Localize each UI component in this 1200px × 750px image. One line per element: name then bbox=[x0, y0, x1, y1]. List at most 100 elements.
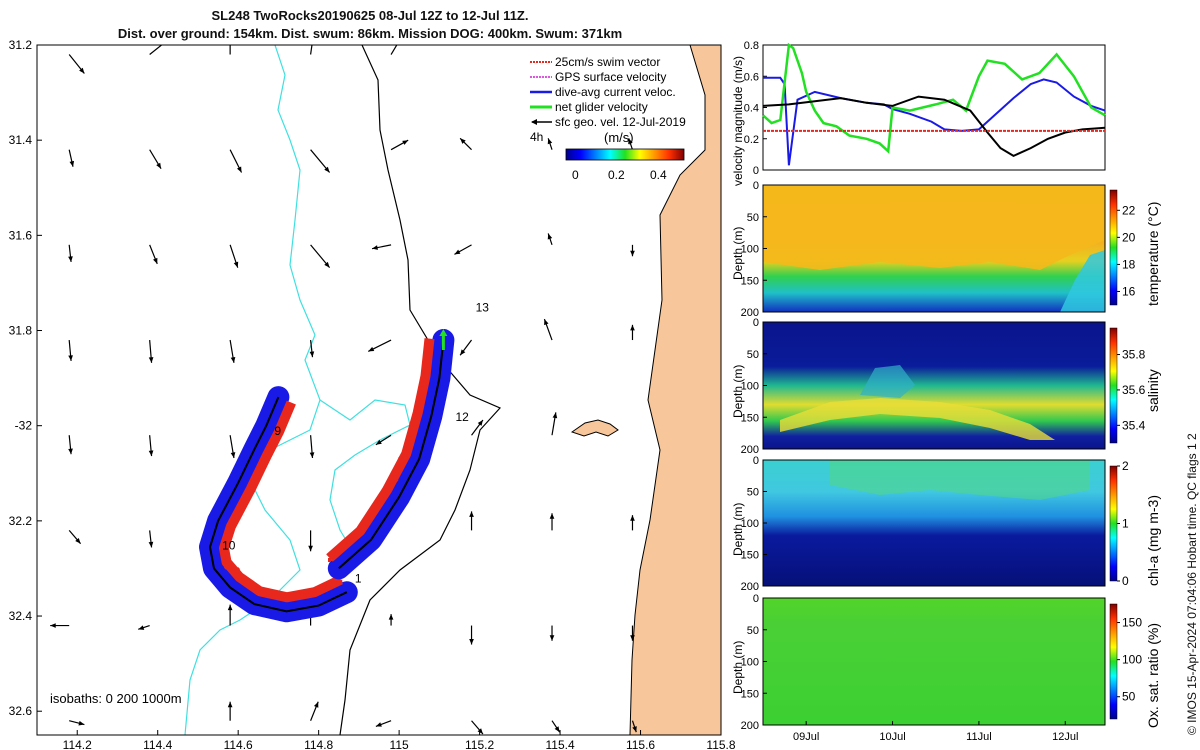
sfc-geo-velocity-arrows bbox=[50, 28, 637, 735]
map-ytick-label: -32 bbox=[15, 419, 33, 433]
date-tick-label: 10Jul bbox=[879, 731, 905, 743]
arrow-head bbox=[547, 233, 553, 240]
arrow-head bbox=[230, 452, 236, 459]
map-xtick-label: 115.8 bbox=[706, 738, 735, 750]
salinity-cyan-plume bbox=[860, 365, 915, 398]
depth-tick-label: 0 bbox=[753, 317, 759, 329]
arrow-head bbox=[460, 349, 466, 356]
chla-ylabel: Depth (m) bbox=[731, 503, 745, 556]
depth-tick-label: 0 bbox=[753, 593, 759, 605]
oxygen-colorbar-label: Ox. sat. ratio (%) bbox=[1145, 623, 1161, 728]
isobaths-label: isobaths: 0 200 1000m bbox=[50, 691, 182, 706]
arrow-head bbox=[630, 515, 635, 521]
glider-track-line bbox=[338, 339, 445, 570]
salinity-colorbar-label: salinity bbox=[1145, 369, 1161, 412]
arrow-head bbox=[372, 245, 378, 250]
colorbar-tick-1: 0.2 bbox=[608, 168, 625, 182]
map-ytick-label: 32.4 bbox=[9, 609, 33, 623]
arrow-head bbox=[148, 450, 154, 457]
arrow-head bbox=[68, 256, 73, 262]
depth-tick-label: 50 bbox=[747, 487, 759, 499]
date-ticks: 09Jul 10Jul 11Jul 12Jul bbox=[793, 721, 1078, 743]
depth-tick-label: 100 bbox=[741, 518, 759, 530]
map-land bbox=[629, 45, 721, 735]
arrow-head bbox=[68, 448, 73, 455]
arrow-head bbox=[148, 357, 154, 363]
depth-tick-label: 150 bbox=[741, 550, 759, 562]
arrow-head bbox=[549, 635, 555, 641]
map-ytick-label: 32.2 bbox=[9, 514, 33, 528]
arrow-head bbox=[75, 537, 81, 544]
arrow-head bbox=[236, 166, 242, 173]
swim-vector-bristles bbox=[328, 343, 433, 562]
sfc-geo-arrow bbox=[148, 339, 154, 363]
arrow-head bbox=[78, 720, 85, 726]
depth-tick-label: 100 bbox=[741, 244, 759, 256]
arrow-head bbox=[454, 249, 461, 255]
colorbar-tick-label: 150 bbox=[1122, 616, 1142, 630]
sfc-geo-arrow bbox=[308, 530, 313, 552]
sfc-geo-arrow bbox=[375, 434, 392, 446]
colorbar-tick-label: 35.8 bbox=[1122, 348, 1146, 362]
arrow-head bbox=[554, 726, 560, 733]
colorbar-tick-label: 35.6 bbox=[1122, 383, 1146, 397]
legend-dive-label: dive-avg current veloc. bbox=[555, 85, 676, 99]
chla-panel: 0 50 100 150 200 0 1 2 chl-a (mg m-3) Depth (m… bbox=[731, 455, 1161, 593]
arrow-head bbox=[398, 36, 403, 42]
sfc-geo-arrow bbox=[50, 623, 70, 628]
velocity-ytick-label: 0 bbox=[753, 165, 759, 177]
sfc-geo-arrow bbox=[551, 412, 558, 436]
sfc-geo-arrow bbox=[229, 45, 231, 55]
arrow-head bbox=[311, 28, 316, 34]
arrow-head bbox=[469, 511, 474, 517]
depth-tick-label: 200 bbox=[741, 581, 759, 593]
oxygen-axis: 0 50 100 150 200 bbox=[741, 593, 767, 732]
arrow-head bbox=[309, 452, 315, 459]
arrow-head bbox=[544, 319, 549, 326]
map-ytick-label: 31.4 bbox=[9, 133, 33, 147]
arrow-head bbox=[156, 162, 162, 169]
arrow-head bbox=[402, 140, 409, 145]
arrow-head bbox=[309, 351, 315, 358]
salinity-colorbar bbox=[1109, 327, 1118, 444]
arrow-head bbox=[153, 257, 158, 264]
legend-net-label: net glider velocity bbox=[555, 100, 648, 114]
sfc-geo-arrow bbox=[547, 138, 553, 150]
arrow-head bbox=[230, 356, 236, 363]
legend-swim-label: 25cm/s swim vector bbox=[555, 55, 660, 69]
sfc-geo-arrow bbox=[630, 324, 635, 341]
arrow-head bbox=[233, 261, 239, 268]
arrow-head bbox=[313, 701, 319, 708]
map-axes: 114.2 114.4 114.6 114.8 115 115.2 115.4 115.6 11… bbox=[9, 38, 736, 750]
arrow-head bbox=[460, 138, 466, 144]
sfc-geo-arrow bbox=[371, 244, 392, 250]
map-xtick-label: 114.6 bbox=[224, 738, 253, 750]
sfc-geo-arrow bbox=[310, 701, 319, 721]
arrow-head bbox=[324, 261, 330, 268]
arrow-head bbox=[552, 412, 558, 419]
date-tick-label: 11Jul bbox=[966, 731, 991, 743]
temperature-panel: 0 50 100 150 200 16 18 20 22 temperature (°C) D… bbox=[731, 180, 1161, 319]
sfc-geo-arrow bbox=[68, 149, 75, 167]
temperature-colorbar-label: temperature (°C) bbox=[1145, 202, 1161, 306]
sfc-geo-arrow bbox=[68, 244, 73, 263]
sfc-geo-arrow bbox=[547, 233, 553, 246]
arrow-head bbox=[477, 728, 483, 735]
map-ytick-label: 31.8 bbox=[9, 324, 33, 338]
sfc-geo-arrow bbox=[310, 149, 331, 173]
sfc-geo-arrow bbox=[368, 339, 392, 352]
temperature-deep-rise bbox=[1060, 250, 1105, 312]
sfc-geo-arrow bbox=[310, 28, 316, 55]
arrow-head bbox=[549, 513, 555, 519]
map-panel: 114.2 114.4 114.6 114.8 115 115.2 115.4 115.6 11… bbox=[9, 28, 736, 750]
arrow-head bbox=[148, 541, 154, 548]
arrow-head bbox=[368, 346, 375, 352]
sfc-geo-arrow bbox=[628, 138, 634, 150]
map-xtick-label: 114.2 bbox=[63, 738, 92, 750]
swim-vector-bristles bbox=[220, 405, 343, 600]
legend-sfc-arrowhead bbox=[531, 119, 537, 125]
chla-high-surface bbox=[830, 460, 1090, 500]
day-labels: 1 9 10 12 13 bbox=[222, 300, 489, 585]
map-colorbar bbox=[565, 148, 685, 161]
